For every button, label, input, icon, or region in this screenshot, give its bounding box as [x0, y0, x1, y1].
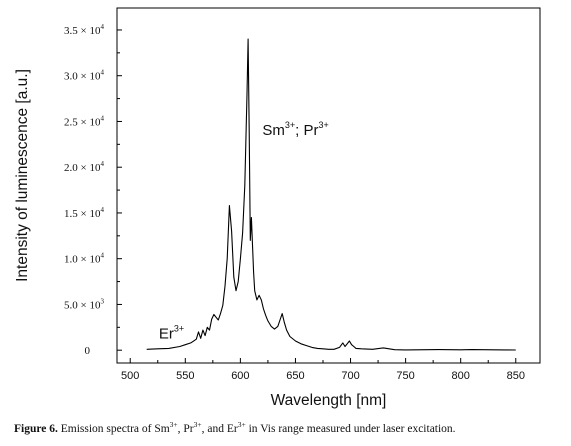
caption-part: , and Er — [201, 423, 238, 435]
x-tick-label: 800 — [452, 370, 470, 382]
peak-annotation: Sm3+; Pr3+ — [262, 120, 328, 139]
emission-spectrum-chart: 0 5.0 × 103 1.0 × 104 1.5 × 104 2.0 × 104 2.5… — [14, 7, 541, 409]
caption-text: Emission spectra of Sm3+, Pr3+, and Er3+… — [60, 420, 456, 435]
series-layer — [146, 38, 516, 351]
x-tick-label: 700 — [341, 370, 359, 382]
y-tick-label: 0 — [85, 345, 91, 357]
y-tick-label: 2.5 × 104 — [64, 114, 104, 128]
plot-frame — [116, 7, 541, 364]
caption-sup: 3+ — [193, 420, 202, 430]
caption-part: , Pr — [177, 423, 194, 435]
annotations: Sm3+; Pr3+ Er3+ — [159, 120, 329, 342]
caption-part: in Vis range measured under laser excita… — [245, 423, 456, 435]
y-axis-ticks: 0 5.0 × 103 1.0 × 104 1.5 × 104 2.0 × 104 2.5… — [64, 23, 122, 357]
x-tick-label: 600 — [231, 370, 249, 382]
y-tick-label: 3.0 × 104 — [64, 69, 104, 83]
x-tick-label: 650 — [286, 370, 304, 382]
x-tick-label: 550 — [176, 370, 194, 382]
x-tick-label: 850 — [507, 370, 525, 382]
figure-caption: Figure 6. Emission spectra of Sm3+, Pr3+… — [14, 420, 564, 435]
x-axis-ticks: 500 550 600 650 700 750 800 850 — [121, 358, 525, 382]
x-axis-title: Wavelength [nm] — [271, 392, 387, 409]
x-tick-label: 750 — [396, 370, 414, 382]
caption-sup: 3+ — [169, 420, 178, 430]
y-tick-label: 5.0 × 103 — [64, 297, 104, 311]
y-tick-label: 1.5 × 104 — [64, 206, 104, 220]
y-tick-label: 1.0 × 104 — [64, 252, 104, 266]
y-axis-title: Intensity of luminescence [a.u.] — [14, 69, 31, 282]
y-tick-label: 2.0 × 104 — [64, 160, 104, 174]
caption-label: Figure 6. — [14, 423, 58, 435]
peak-annotation: Er3+ — [159, 323, 184, 342]
x-tick-label: 500 — [121, 370, 139, 382]
y-tick-label: 3.5 × 104 — [64, 23, 104, 37]
spectrum-line — [146, 38, 516, 351]
caption-sup: 3+ — [237, 420, 246, 430]
caption-part: Emission spectra of Sm — [60, 423, 170, 435]
